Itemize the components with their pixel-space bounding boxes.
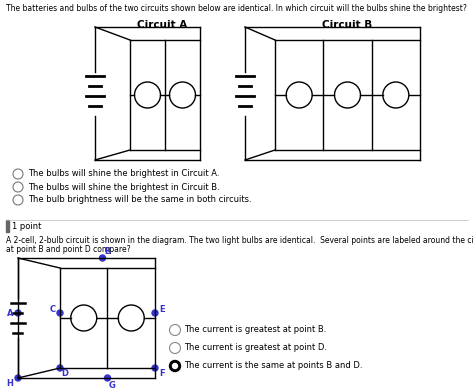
Text: A: A	[7, 308, 13, 317]
Circle shape	[152, 365, 158, 371]
Text: The current is the same at points B and D.: The current is the same at points B and …	[184, 362, 363, 370]
Text: Circuit A: Circuit A	[137, 20, 188, 30]
Circle shape	[104, 375, 110, 381]
Text: F: F	[159, 369, 165, 379]
Circle shape	[57, 310, 63, 316]
Text: The batteries and bulbs of the two circuits shown below are identical. In which : The batteries and bulbs of the two circu…	[6, 4, 467, 13]
Text: E: E	[159, 305, 165, 314]
Text: H: H	[7, 379, 13, 388]
Text: G: G	[109, 381, 116, 390]
Text: The bulbs will shine the brightest in Circuit A.: The bulbs will shine the brightest in Ci…	[28, 170, 219, 179]
Text: D: D	[62, 369, 69, 379]
Circle shape	[173, 363, 177, 369]
Text: 1 point: 1 point	[12, 222, 41, 231]
Circle shape	[170, 360, 181, 372]
Text: The current is greatest at point B.: The current is greatest at point B.	[184, 326, 327, 335]
Text: Circuit B: Circuit B	[322, 20, 373, 30]
Text: C: C	[50, 305, 56, 314]
Circle shape	[15, 375, 21, 381]
Circle shape	[152, 310, 158, 316]
Text: B: B	[104, 248, 111, 257]
Circle shape	[15, 310, 21, 316]
Text: at point B and point D compare?: at point B and point D compare?	[6, 245, 131, 254]
Circle shape	[100, 255, 106, 261]
Text: A 2-cell, 2-bulb circuit is shown in the diagram. The two light bulbs are identi: A 2-cell, 2-bulb circuit is shown in the…	[6, 236, 474, 245]
Text: The bulbs will shine the brightest in Circuit B.: The bulbs will shine the brightest in Ci…	[28, 183, 220, 191]
Text: The current is greatest at point D.: The current is greatest at point D.	[184, 344, 327, 353]
Bar	[6, 220, 9, 232]
Circle shape	[57, 365, 63, 371]
Text: The bulb brightness will be the same in both circuits.: The bulb brightness will be the same in …	[28, 195, 252, 204]
